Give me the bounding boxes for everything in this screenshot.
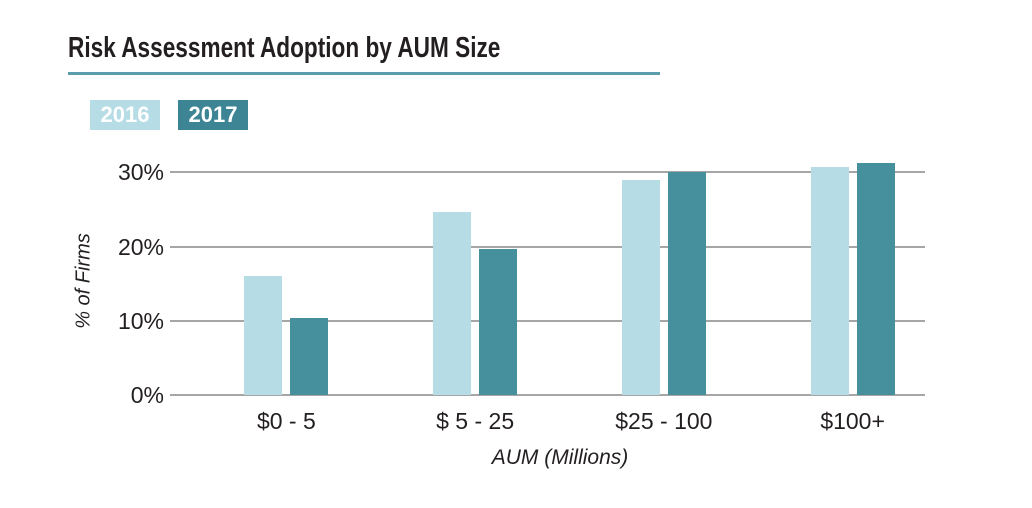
gridline-20%: [170, 245, 925, 248]
bar-2016-$ 5 - 25: [433, 211, 472, 395]
plot-area: [170, 150, 925, 396]
legend-label-2017: 2017: [188, 102, 238, 127]
bar-2016-$25 - 100: [621, 179, 660, 395]
y-axis-ticks: 0% 10% 20% 30%: [0, 150, 164, 407]
bar-2016-$0 - 5: [244, 276, 283, 395]
bar-2017-$0 - 5: [290, 317, 329, 395]
x-axis-ticks: $0 - 5 $ 5 - 25 $25 - 100 $100+: [192, 408, 947, 435]
legend: 2016 2017: [90, 100, 248, 130]
x-tick-$25 - 100: $25 - 100: [615, 408, 713, 434]
legend-item-2017: 2017: [178, 100, 248, 130]
bar-group-$25 - 100: [570, 150, 759, 395]
bar-group-$100+: [758, 150, 947, 395]
bar-2016-$100+: [810, 167, 849, 395]
y-tick-0%: 0%: [130, 382, 164, 408]
bars-layer: [192, 150, 947, 395]
gridlines-layer: [170, 150, 925, 396]
bar-group-$ 5 - 25: [381, 150, 570, 395]
bar-2017-$ 5 - 25: [479, 248, 518, 395]
x-tick-$ 5 - 25: $ 5 - 25: [436, 408, 515, 434]
x-tick-$0 - 5: $0 - 5: [256, 408, 316, 434]
chart-title: Risk Assessment Adoption by AUM Size: [68, 32, 501, 64]
gridline-10%: [170, 319, 925, 322]
y-tick-10%: 10%: [117, 307, 164, 334]
legend-label-2016: 2016: [100, 102, 150, 127]
gridline-30%: [170, 171, 925, 174]
x-axis-title: AUM (Millions): [491, 446, 629, 469]
y-tick-20%: 20%: [117, 233, 164, 260]
title-underline-rule: [68, 72, 660, 75]
bar-2017-$25 - 100: [667, 171, 706, 395]
bar-2017-$100+: [856, 162, 895, 395]
legend-item-2016: 2016: [90, 100, 160, 130]
bar-group-$0 - 5: [192, 150, 381, 395]
y-tick-30%: 30%: [117, 159, 164, 186]
gridline-0%: [170, 394, 925, 396]
x-tick-$100+: $100+: [820, 408, 885, 434]
